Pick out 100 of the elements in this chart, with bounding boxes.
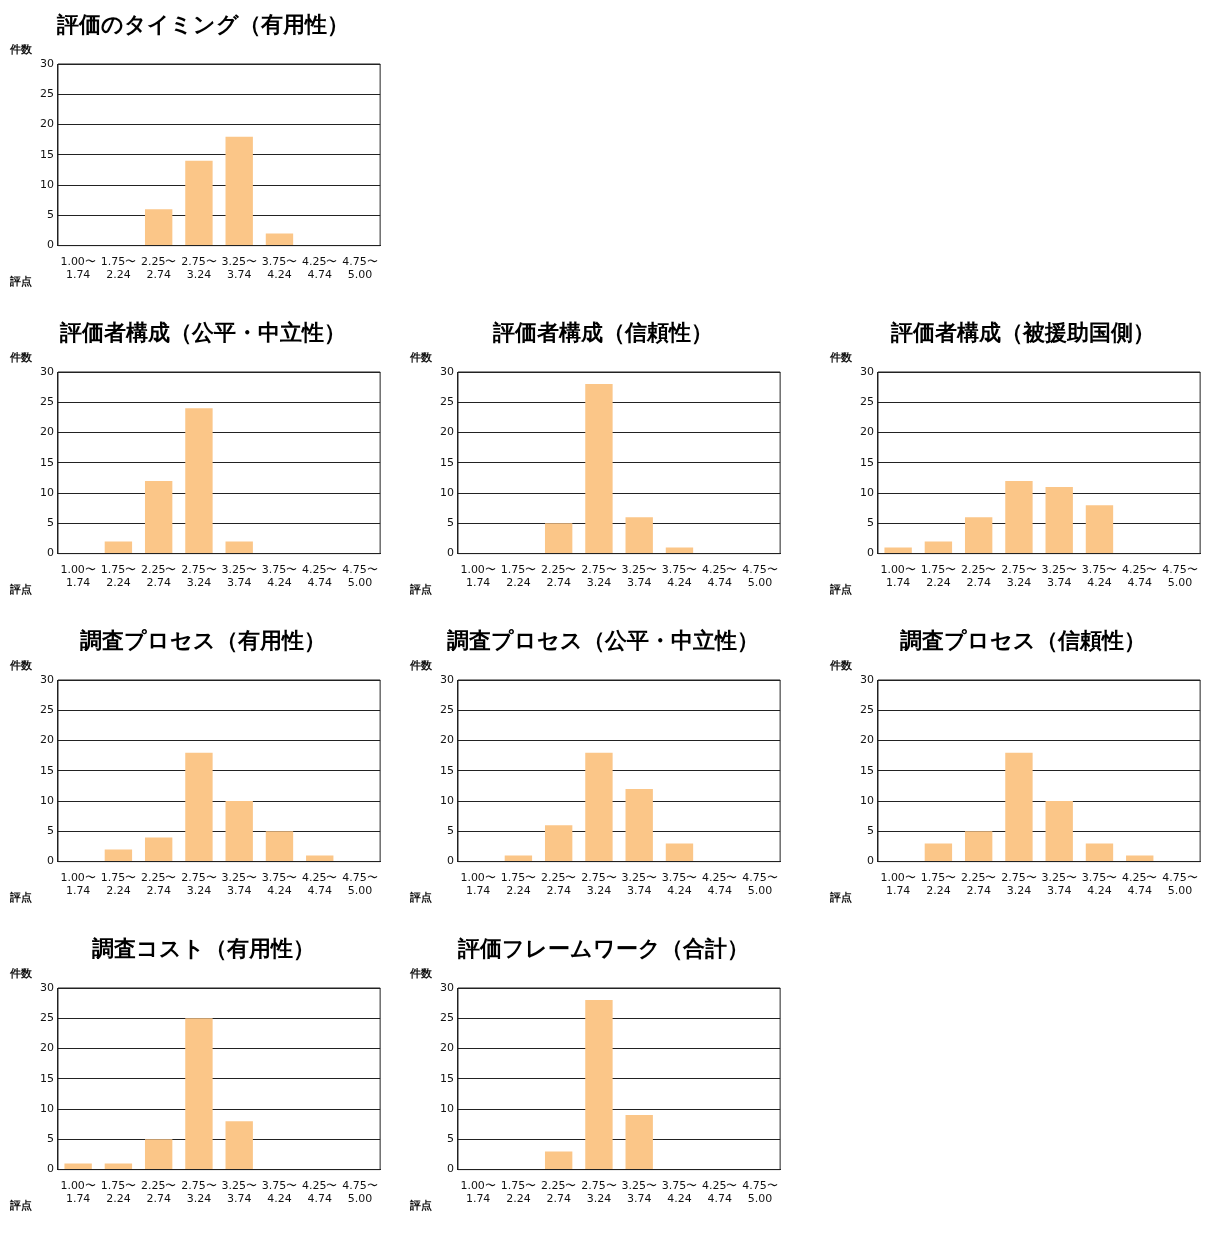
x-tick-label: 1.00〜 1.74 <box>60 255 96 282</box>
x-tick-label: 3.25〜 3.74 <box>1041 871 1077 898</box>
bar <box>144 1139 173 1170</box>
x-tick-label: 2.75〜 3.24 <box>581 871 617 898</box>
y-tick-label: 5 <box>867 516 874 530</box>
y-tick-label: 5 <box>867 824 874 838</box>
y-tick-label: 30 <box>860 364 874 378</box>
bar <box>144 209 173 246</box>
x-tick-label: 1.75〜 2.24 <box>500 871 537 898</box>
x-tick-label: 2.75〜 3.24 <box>1001 563 1037 590</box>
y-tick-label: 25 <box>40 395 54 409</box>
x-tick-label: 3.75〜 4.24 <box>1081 871 1118 898</box>
y-tick-label: 25 <box>860 395 874 409</box>
x-tick-label: 4.25〜 4.74 <box>301 563 338 590</box>
bar <box>544 1151 573 1170</box>
y-tick-label: 5 <box>47 208 54 222</box>
bar <box>625 1115 653 1170</box>
x-tick-label: 1.00〜 1.74 <box>460 871 496 898</box>
bar <box>665 843 694 862</box>
bar <box>225 136 253 246</box>
x-tick-label: 2.75〜 3.24 <box>581 563 617 590</box>
bar <box>585 1000 613 1170</box>
x-tick-label: 3.25〜 3.74 <box>621 563 657 590</box>
x-tick-label: 1.00〜 1.74 <box>880 871 916 898</box>
chart-title: 調査コスト（有用性） <box>90 935 316 963</box>
bar <box>265 233 294 246</box>
y-tick-label: 25 <box>860 703 874 717</box>
y-tick-label: 0 <box>867 546 874 560</box>
bar <box>1005 480 1033 554</box>
x-tick-label: 2.25〜 2.74 <box>960 871 997 898</box>
x-tick-label: 2.75〜 3.24 <box>1001 871 1037 898</box>
x-tick-label: 2.75〜 3.24 <box>181 1179 217 1206</box>
y-tick-label: 10 <box>40 177 54 191</box>
x-tick-label: 4.75〜 5.00 <box>342 255 378 282</box>
x-tick-label: 4.25〜 4.74 <box>301 255 338 282</box>
x-tick-label: 4.75〜 5.00 <box>342 871 378 898</box>
y-tick-label: 5 <box>47 824 54 838</box>
y-tick-label: 10 <box>440 793 454 807</box>
y-tick-label: 30 <box>440 672 454 686</box>
y-tick-label: 20 <box>440 733 454 747</box>
y-tick-label: 20 <box>860 733 874 747</box>
y-tick-label: 0 <box>47 546 54 560</box>
bar <box>1085 843 1114 862</box>
bar <box>964 831 993 862</box>
y-tick-label: 15 <box>440 455 454 469</box>
y-tick-label: 10 <box>40 793 54 807</box>
y-tick-label: 10 <box>860 793 874 807</box>
y-tick-label: 25 <box>40 1011 54 1025</box>
y-axis-title: 件数 <box>829 659 853 673</box>
y-axis-title: 件数 <box>9 967 33 981</box>
chart-title: 調査プロセス（信頼性） <box>899 627 1147 655</box>
x-tick-label: 3.75〜 4.24 <box>261 563 298 590</box>
y-tick-label: 30 <box>440 980 454 994</box>
bar <box>225 801 253 862</box>
y-axis-title: 件数 <box>409 351 433 365</box>
bar <box>1045 487 1073 554</box>
y-tick-label: 15 <box>40 1071 54 1085</box>
bar <box>964 517 993 554</box>
x-tick-label: 1.75〜 2.24 <box>100 255 137 282</box>
chart-title: 調査プロセス（有用性） <box>79 627 327 655</box>
y-tick-label: 10 <box>860 485 874 499</box>
bar <box>884 547 912 554</box>
y-tick-label: 5 <box>47 516 54 530</box>
chart-title: 評価者構成（公平・中立性） <box>59 319 347 347</box>
x-axis-title: 評点 <box>409 891 432 905</box>
x-tick-label: 2.75〜 3.24 <box>181 563 217 590</box>
y-tick-label: 5 <box>447 1132 454 1146</box>
x-tick-label: 3.75〜 4.24 <box>661 1179 698 1206</box>
bar <box>625 788 653 862</box>
y-tick-label: 20 <box>860 425 874 439</box>
y-axis-title: 件数 <box>829 351 853 365</box>
x-tick-label: 3.75〜 4.24 <box>661 871 698 898</box>
y-tick-label: 30 <box>40 364 54 378</box>
y-axis-title: 件数 <box>9 659 33 673</box>
x-tick-label: 3.25〜 3.74 <box>1041 563 1077 590</box>
y-tick-label: 30 <box>40 56 54 70</box>
y-tick-label: 25 <box>440 703 454 717</box>
y-tick-label: 20 <box>440 1041 454 1055</box>
chart-title: 評価のタイミング（有用性） <box>56 11 350 39</box>
y-tick-label: 15 <box>40 455 54 469</box>
x-tick-label: 2.25〜 2.74 <box>960 563 997 590</box>
x-tick-label: 3.25〜 3.74 <box>221 563 257 590</box>
x-tick-label: 1.00〜 1.74 <box>60 563 96 590</box>
x-axis-title: 評点 <box>409 583 432 597</box>
x-tick-label: 2.25〜 2.74 <box>540 871 577 898</box>
x-tick-label: 3.25〜 3.74 <box>221 255 257 282</box>
x-axis-title: 評点 <box>409 1199 432 1213</box>
x-tick-label: 4.75〜 5.00 <box>1162 871 1198 898</box>
x-axis-title: 評点 <box>9 1199 32 1213</box>
bar <box>225 541 253 554</box>
y-tick-label: 30 <box>40 672 54 686</box>
y-tick-label: 0 <box>447 546 454 560</box>
bar <box>625 517 653 554</box>
y-tick-label: 5 <box>47 1132 54 1146</box>
x-tick-label: 3.25〜 3.74 <box>621 1179 657 1206</box>
x-tick-label: 3.75〜 4.24 <box>261 1179 298 1206</box>
y-tick-label: 10 <box>440 485 454 499</box>
chart-title: 評価者構成（被援助国側） <box>890 319 1156 347</box>
y-tick-label: 25 <box>440 1011 454 1025</box>
x-tick-label: 1.00〜 1.74 <box>460 563 496 590</box>
